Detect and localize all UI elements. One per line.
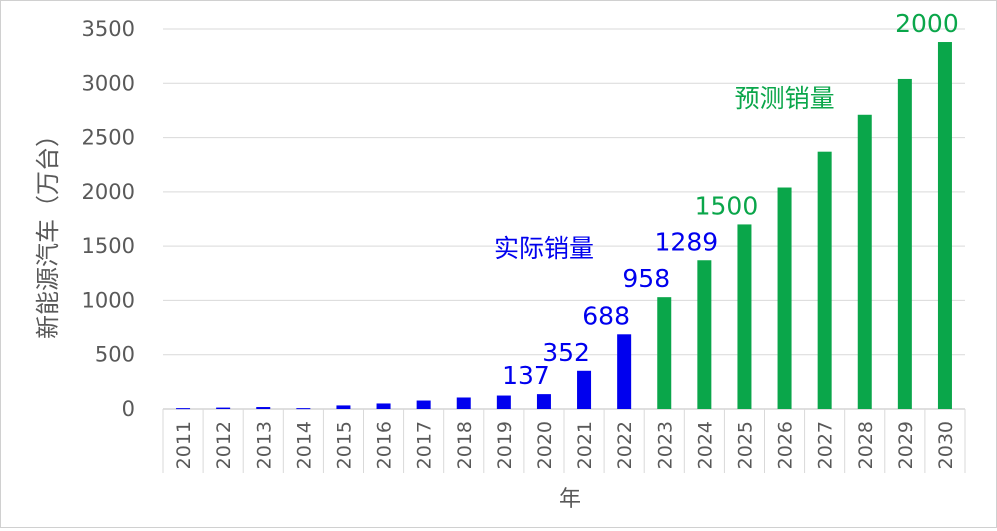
x-tick-label: 2021 (574, 421, 596, 469)
data-label-2020: 137 (502, 361, 550, 390)
y-tick-label: 3000 (82, 71, 135, 95)
x-tick-label: 2028 (855, 421, 877, 469)
y-tick-label: 2500 (82, 126, 135, 150)
bar-2011 (176, 408, 191, 410)
bar-2016 (376, 403, 391, 409)
x-tick-label: 2023 (654, 421, 676, 469)
bar-2027 (817, 151, 832, 409)
annotations: 实际销量 预测销量 (494, 84, 835, 263)
bar-2020 (536, 394, 551, 409)
bar-2022 (617, 334, 632, 409)
x-tick-label: 2017 (414, 421, 436, 469)
data-label-2021: 352 (542, 338, 590, 367)
data-label-2025: 1500 (695, 191, 759, 220)
x-tick-label: 2024 (694, 421, 716, 469)
bar-2029 (897, 78, 912, 409)
bar-2015 (336, 405, 351, 409)
x-tick-label: 2020 (534, 421, 556, 469)
y-tick-label: 1500 (82, 234, 135, 258)
y-tick-label: 0 (122, 397, 135, 421)
bar-2014 (296, 408, 311, 410)
x-tick-label: 2022 (614, 421, 636, 469)
y-tick-label: 3500 (82, 17, 135, 41)
bar-2019 (496, 395, 511, 409)
x-tick-label: 2011 (173, 421, 195, 469)
x-tick-label: 2015 (333, 421, 355, 469)
y-tick-label: 500 (95, 343, 135, 367)
x-tick-label: 2025 (734, 421, 756, 469)
x-tick-label: 2016 (374, 421, 396, 469)
x-axis-label: 年 (559, 487, 581, 512)
data-label-2023: 958 (622, 264, 670, 293)
bar-2030 (937, 42, 952, 410)
data-label-2022: 688 (582, 301, 630, 330)
annotation-0: 实际销量 (494, 234, 594, 263)
x-tick-label: 2030 (935, 421, 957, 469)
bar-2021 (577, 370, 592, 409)
x-tick-label: 2026 (775, 421, 797, 469)
bar-2026 (777, 187, 792, 409)
bar-2024 (697, 260, 712, 409)
gridlines (162, 28, 966, 473)
y-tick-label: 2000 (82, 180, 135, 204)
y-tick-label: 1000 (82, 288, 135, 312)
y-tick-labels: 0 500 1000 1500 2000 2500 3000 3500 (82, 17, 135, 421)
bar-2017 (416, 400, 431, 409)
x-tick-label: 2029 (895, 421, 917, 469)
bar-2028 (857, 114, 872, 410)
x-tick-label: 2013 (253, 421, 275, 469)
data-label-2024: 1289 (655, 227, 719, 256)
x-tick-label: 2027 (815, 421, 837, 469)
bar-2025 (737, 224, 752, 409)
bars (176, 42, 952, 410)
x-tick-label: 2019 (494, 421, 516, 469)
x-tick-labels: 2011 2012 2013 2014 2015 2016 2017 2018 2019 2020… (173, 421, 957, 469)
x-tick-label: 2018 (454, 421, 476, 469)
bar-2023 (657, 297, 672, 409)
annotation-1: 预测销量 (735, 84, 835, 113)
x-tick-label: 2012 (213, 421, 235, 469)
x-tick-label: 2014 (293, 421, 315, 469)
bar-2013 (256, 407, 271, 409)
data-label-2030: 2000 (895, 9, 959, 38)
y-axis-label: 新能源汽车（万台） (34, 123, 62, 339)
bar-2018 (456, 397, 471, 409)
bar-2012 (216, 407, 231, 409)
